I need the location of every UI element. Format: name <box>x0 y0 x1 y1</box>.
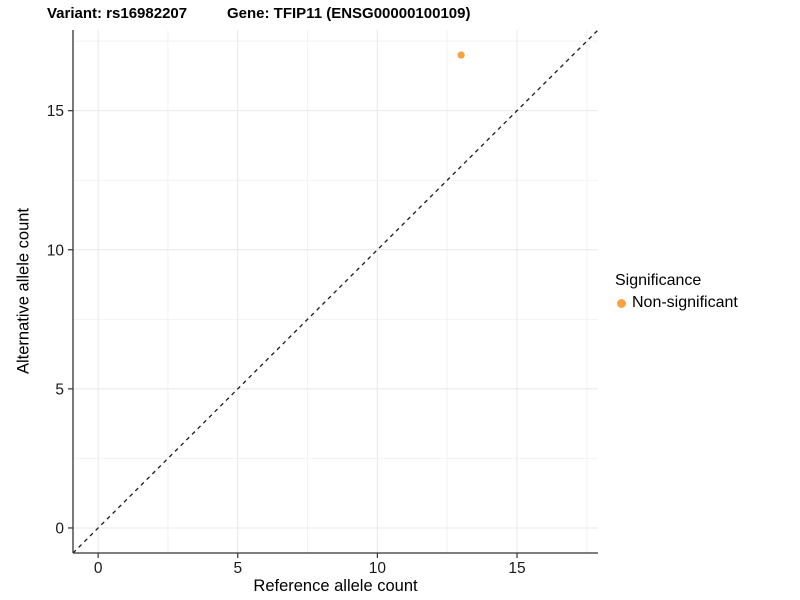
plot-title-gene: Gene: TFIP11 (ENSG00000100109) <box>227 5 471 22</box>
y-tick-label: 10 <box>47 242 65 259</box>
x-tick-label: 15 <box>508 560 525 577</box>
legend: Significance Non-significant <box>615 272 738 312</box>
y-tick-label: 5 <box>55 381 64 398</box>
plot-title-variant: Variant: rs16982207 <box>47 5 188 22</box>
x-tick-label: 5 <box>233 560 242 577</box>
x-tick-label: 10 <box>369 560 387 577</box>
legend-item-label: Non-significant <box>632 294 738 311</box>
identity-dashed-line <box>72 29 599 554</box>
y-tick-label: 15 <box>47 103 64 120</box>
legend-point-icon <box>617 298 626 308</box>
legend-title: Significance <box>615 272 702 289</box>
x-tick-label: 0 <box>94 560 103 577</box>
data-point <box>457 51 465 59</box>
x-axis-title: Reference allele count <box>253 577 418 595</box>
y-axis-title: Alternative allele count <box>14 207 33 375</box>
y-tick-label: 0 <box>55 520 64 537</box>
legend-item-non-significant: Non-significant <box>617 294 738 312</box>
